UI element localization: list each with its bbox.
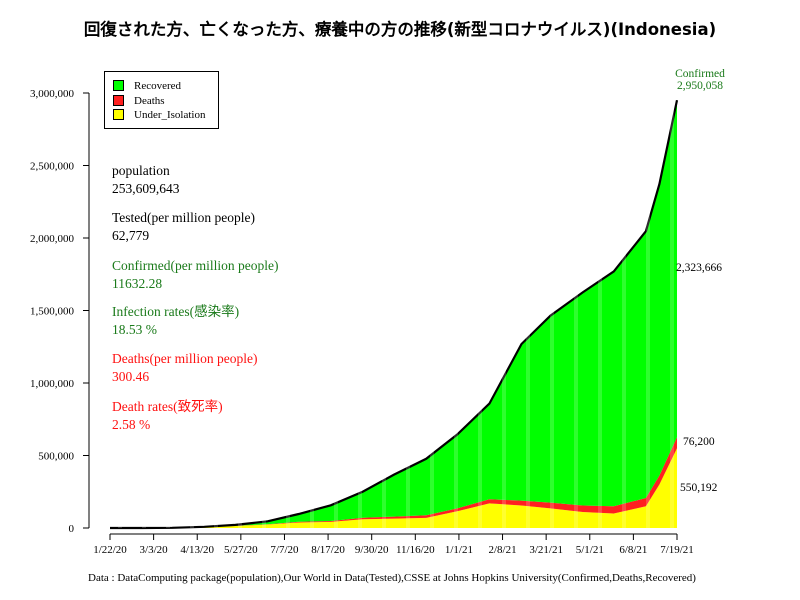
stripe (238, 93, 242, 528)
stripe (190, 93, 194, 528)
stripe (454, 93, 458, 528)
isolation-end-value: 550,192 (680, 482, 718, 494)
stat-confirmed-value: 11632.28 (112, 276, 163, 291)
stripe (526, 93, 530, 528)
area-recovered (110, 100, 677, 528)
y-tick-label: 500,000 (38, 451, 74, 463)
x-tick-label: 11/16/20 (396, 544, 435, 556)
stat-confirmed-label: Confirmed(per million people) (112, 258, 279, 273)
stripe (166, 93, 170, 528)
stripe (670, 93, 674, 528)
area-layers (110, 99, 679, 530)
stat-infection-value: 18.53 % (112, 322, 157, 337)
stat-tested-label: Tested(per million people) (112, 210, 256, 225)
y-tick-label: 1,000,000 (30, 378, 75, 390)
stat-confirmed: Confirmed(per million people) 11632.28 (112, 257, 278, 293)
x-tick-label: 6/8/21 (619, 544, 647, 556)
stat-death-rate: Death rates(致死率) 2.58 % (112, 398, 223, 434)
y-tick-label: 1,500,000 (30, 306, 75, 318)
x-axis: 1/22/20 3/3/20 4/13/20 5/27/20 7/7/20 8/17/20… (93, 533, 694, 556)
legend-item-recovered: Recovered (113, 79, 181, 93)
stripe (262, 93, 266, 528)
y-tick-label: 2,500,000 (30, 161, 75, 173)
y-tick-label: 2,000,000 (30, 233, 75, 245)
legend-swatch-isolation (113, 108, 124, 120)
x-tick-label: 2/8/21 (488, 544, 516, 556)
confirmed-end-label: Confirmed 2,950,058 (660, 68, 740, 92)
deaths-end-value: 76,200 (683, 436, 715, 448)
x-tick-label: 1/1/21 (445, 544, 473, 556)
stat-deaths-value: 300.46 (112, 369, 150, 384)
stat-deathrate-value: 2.58 % (112, 417, 151, 432)
legend-label-isolation: Under_Isolation (134, 109, 206, 121)
x-tick-label: 8/17/20 (311, 544, 345, 556)
stat-infection-rate: Infection rates(感染率) 18.53 % (112, 303, 239, 339)
data-source-note: Data : DataComputing package(population)… (88, 572, 696, 584)
x-tick-label: 5/1/21 (576, 544, 604, 556)
legend-label-recovered: Recovered (134, 80, 182, 92)
legend-swatch-deaths (113, 94, 124, 106)
x-tick-label: 5/27/20 (224, 544, 258, 556)
recovered-end-value: 2,323,666 (676, 262, 722, 274)
y-tick-label: 3,000,000 (30, 88, 75, 100)
stripe (502, 93, 506, 528)
stripe (286, 93, 290, 528)
stripe (214, 93, 218, 528)
chart-title: 回復された方、亡くなった方、療養中の方の推移(新型コロナウイルス)(Indone… (83, 20, 717, 39)
stripe (382, 93, 386, 528)
stripe (598, 93, 602, 528)
legend-item-deaths: Deaths (113, 94, 165, 108)
x-tick-label: 3/3/20 (140, 544, 169, 556)
stat-tested-value: 62,779 (112, 228, 150, 243)
stat-population: population 253,609,643 (112, 162, 180, 198)
x-tick-label: 7/7/20 (270, 544, 299, 556)
x-tick-label: 3/21/21 (529, 544, 563, 556)
legend-swatch-recovered (113, 79, 124, 91)
stripe (310, 93, 314, 528)
stat-deaths: Deaths(per million people) 300.46 (112, 350, 257, 386)
stripe (334, 93, 338, 528)
stripe (430, 93, 434, 528)
stat-tested: Tested(per million people) 62,779 (112, 209, 255, 245)
stripe (118, 93, 122, 528)
stripe (478, 93, 482, 528)
stripe (406, 93, 410, 528)
stripe (622, 93, 626, 528)
stat-deaths-label: Deaths(per million people) (112, 351, 258, 366)
stripe (646, 93, 650, 528)
y-tick-label: 0 (69, 523, 75, 535)
stripe (574, 93, 578, 528)
y-axis: 0 500,000 1,000,000 1,500,000 2,000,000 2,500… (30, 88, 90, 535)
confirmed-total-line (110, 99, 679, 530)
legend-item-isolation: Under_Isolation (113, 108, 205, 122)
confirmed-end-value: 2,950,058 (677, 80, 723, 92)
x-tick-label: 7/19/21 (660, 544, 694, 556)
area-under-isolation (110, 448, 677, 528)
legend-label-deaths: Deaths (134, 95, 165, 107)
area-deaths (110, 437, 677, 528)
stripe (358, 93, 362, 528)
x-tick-label: 1/22/20 (93, 544, 127, 556)
x-tick-label: 9/30/20 (355, 544, 389, 556)
x-tick-label: 4/13/20 (180, 544, 214, 556)
stat-population-label: population (112, 163, 170, 178)
stat-population-value: 253,609,643 (112, 181, 180, 196)
stat-infection-label: Infection rates(感染率) (112, 304, 240, 319)
vertical-stripes (118, 93, 674, 528)
stripe (550, 93, 554, 528)
legend: Recovered Deaths Under_Isolation (104, 71, 219, 129)
stat-deathrate-label: Death rates(致死率) (112, 399, 223, 414)
confirmed-end-title: Confirmed (675, 68, 725, 80)
stripe (142, 93, 146, 528)
